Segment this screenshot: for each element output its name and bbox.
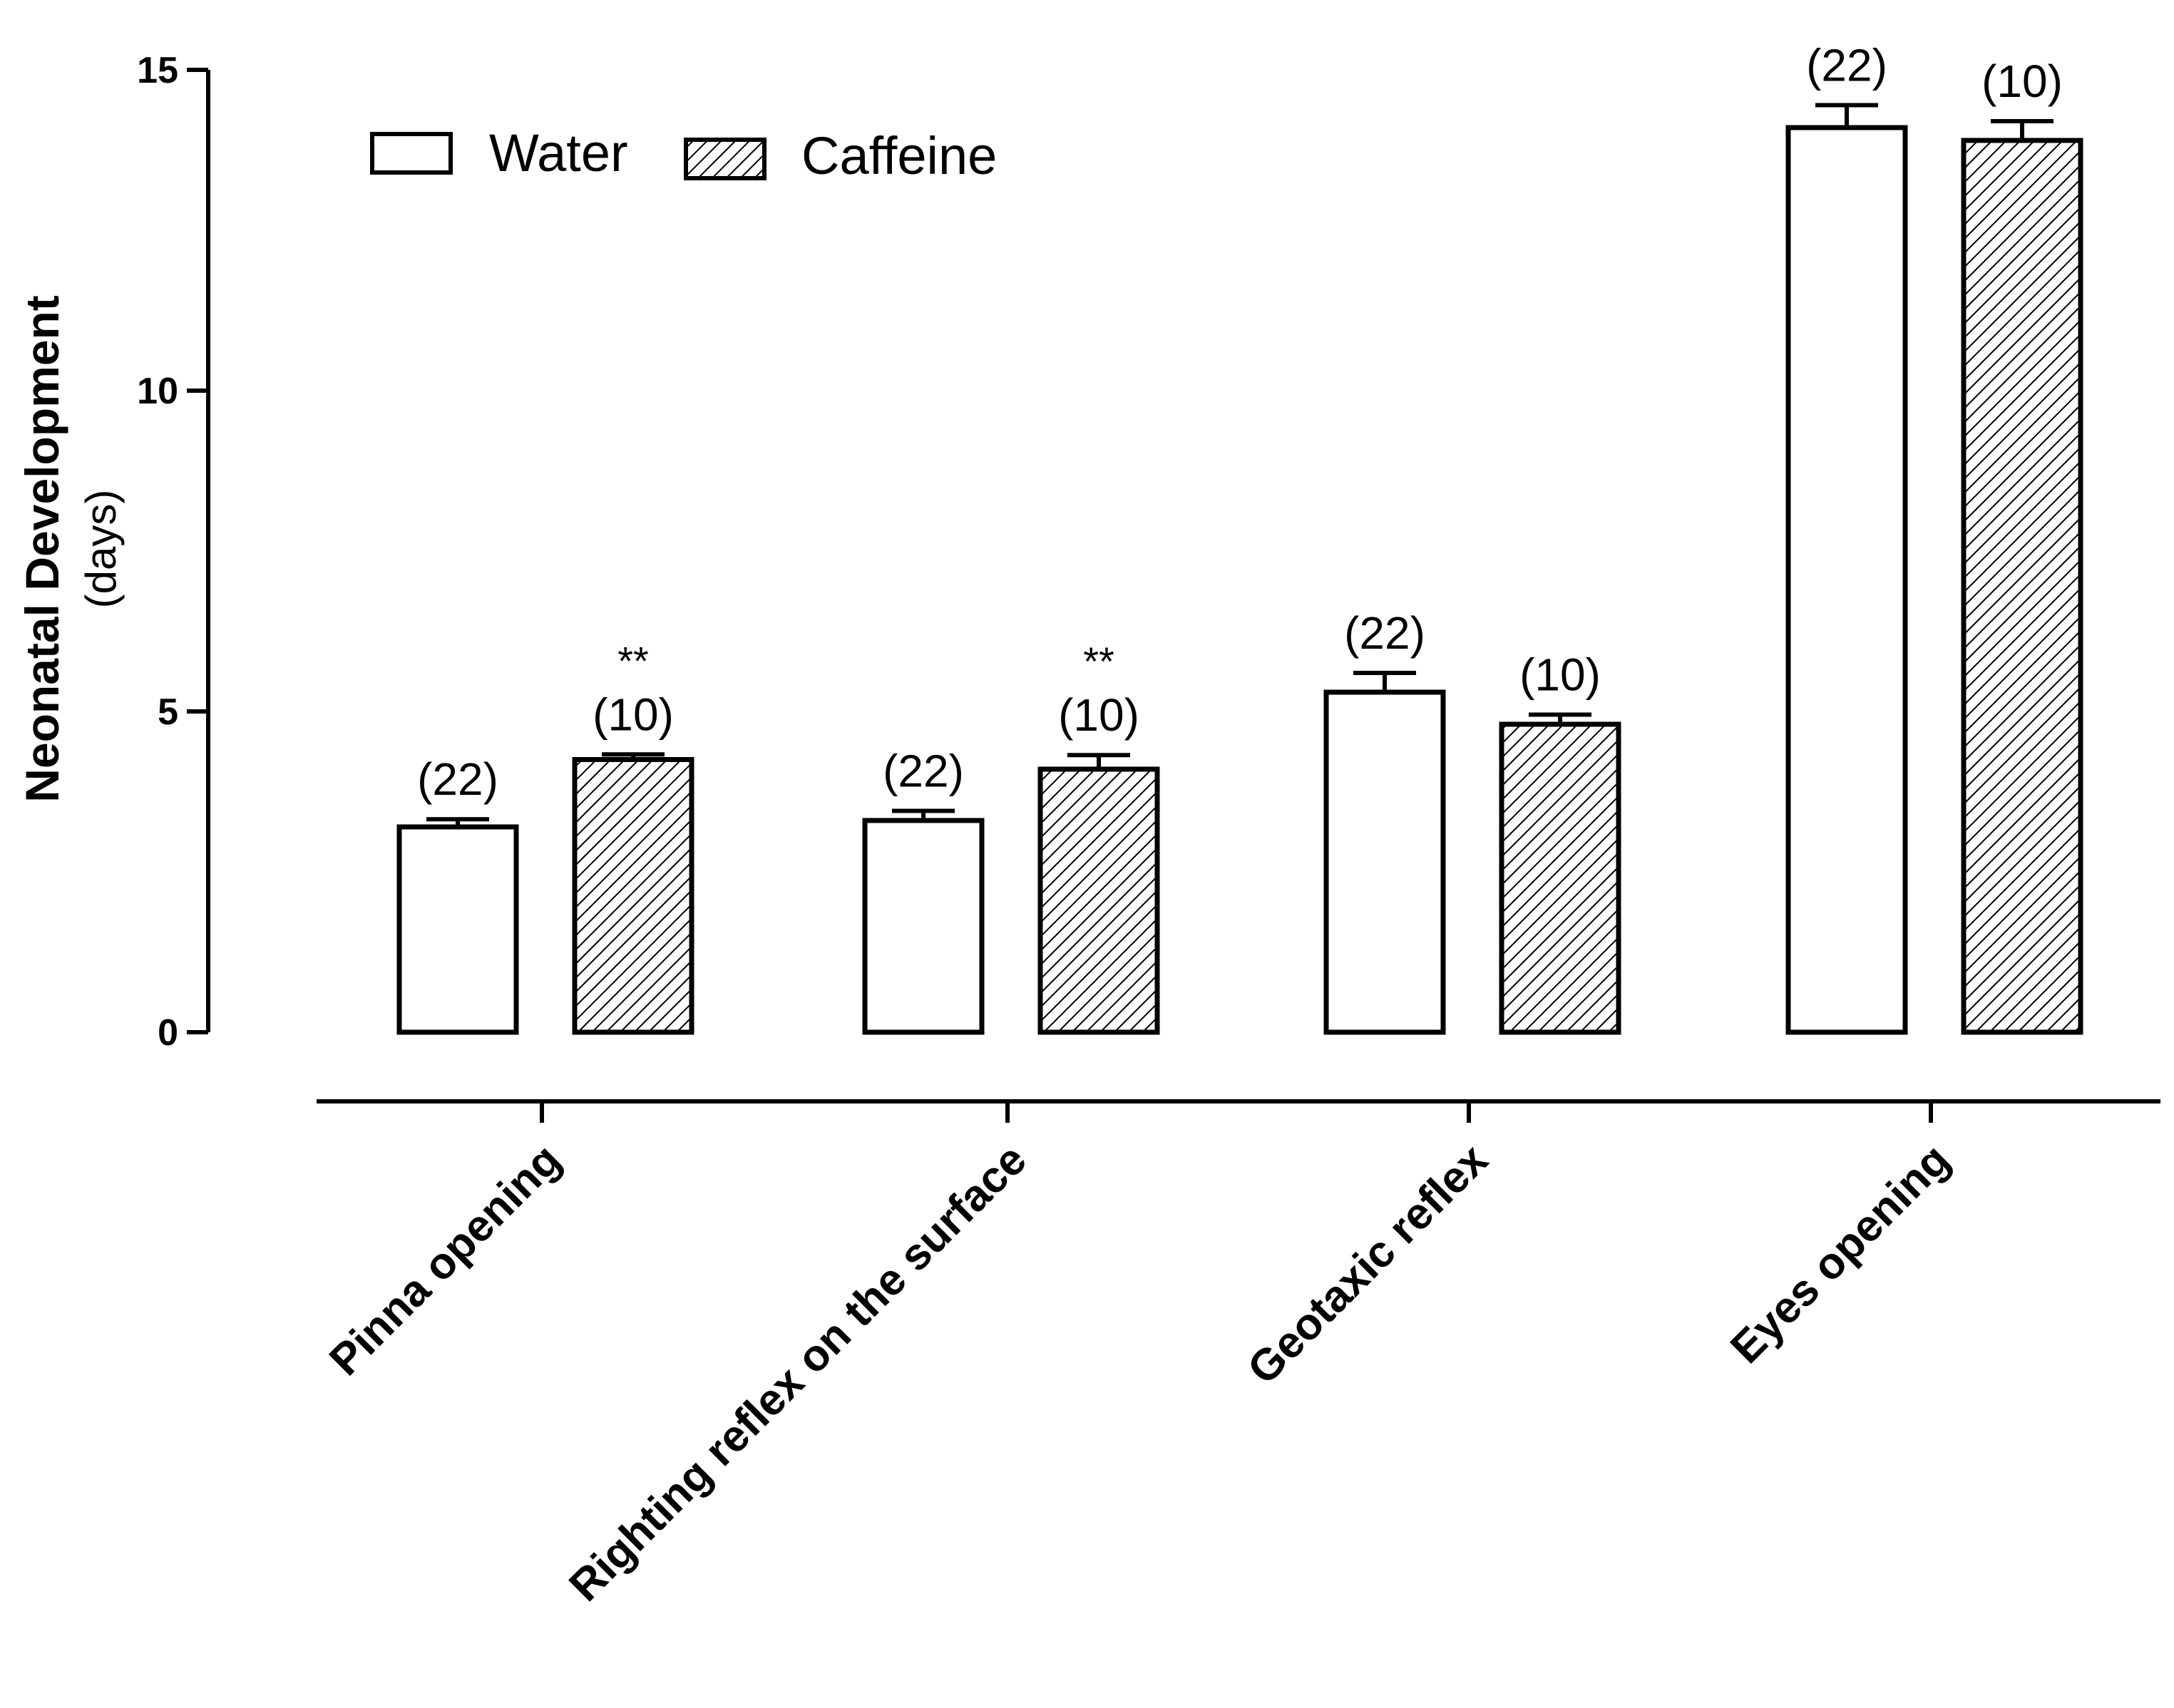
bar-caffeine [1499,721,1621,1035]
x-category-label: Eyes opening [1721,1135,1959,1373]
sample-size-label: (10) [593,689,674,740]
significance-label: ** [1083,639,1114,684]
significance-label: ** [617,638,649,683]
bar-annotations: (22) (22) (22) (22) (10) ** (10) ** (10) (10) [417,40,2063,806]
sample-size-label: (22) [1806,40,1887,91]
y-tick-label: 10 [137,371,178,412]
legend-label-water: Water [489,123,628,182]
legend-swatch-water [370,132,453,175]
legend-swatch-caffeine [684,138,766,180]
sample-size-label: (22) [883,746,964,797]
bars [396,103,2083,1035]
y-axis-sublabel: (days) [77,490,125,609]
y-tick-label: 0 [158,1012,178,1054]
bar-caffeine [1961,138,2083,1035]
x-category-label: Pinna opening [320,1135,570,1385]
sample-size-label: (22) [1344,607,1425,659]
bar-caffeine [572,757,694,1035]
sample-size-label: (10) [1981,56,2063,107]
x-category-label: Geotaxic reflex [1239,1135,1498,1394]
y-tick-label: 5 [158,691,178,733]
x-category-label: Righting reflex on the surface [560,1135,1036,1611]
y-axis-title: Neonatal Development (days) [16,295,125,803]
legend-label-caffeine: Caffeine [801,126,997,185]
bar-caffeine [1037,766,1160,1035]
axes: 0 5 10 15 [137,50,2160,1123]
bar-water [396,824,519,1035]
y-axis-label: Neonatal Development [16,295,68,803]
legend: Water Caffeine [370,123,997,185]
sample-size-label: (10) [1058,689,1139,741]
sample-size-label: (22) [417,753,498,805]
sample-size-label: (10) [1519,649,1601,701]
bar-water [862,818,985,1035]
y-tick-label: 15 [137,50,178,91]
bar-water [1785,125,1908,1035]
bar-water [1323,689,1446,1035]
